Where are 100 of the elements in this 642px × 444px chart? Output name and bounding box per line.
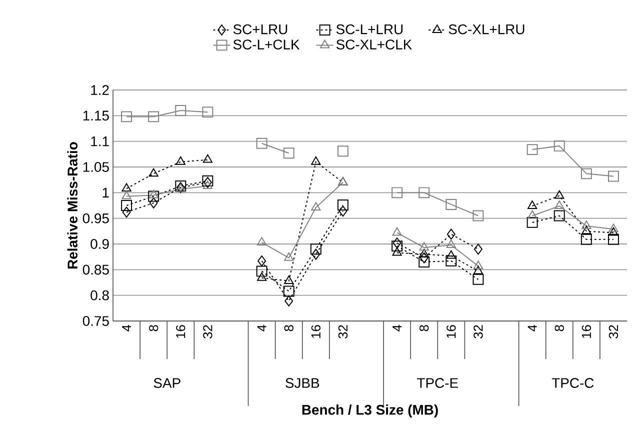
- point: [473, 266, 484, 274]
- point: [474, 244, 482, 255]
- point: [256, 138, 268, 149]
- x-tick-label: 16: [446, 325, 456, 338]
- point: [608, 170, 619, 182]
- point: [608, 224, 618, 232]
- point: [472, 274, 484, 285]
- point: [121, 111, 132, 122]
- x-tick-label: 8: [148, 325, 158, 332]
- point: [148, 111, 160, 122]
- point: [149, 197, 158, 208]
- x-tick-label: 4: [528, 324, 537, 332]
- point: [148, 190, 158, 198]
- y-tick-label: 1.2: [91, 85, 109, 95]
- x-tick-label: 4: [122, 324, 131, 332]
- x-axis-title: Bench / L3 Size (MB): [302, 404, 438, 418]
- legend-label: SC-L+CLK: [233, 40, 300, 50]
- point: [148, 168, 158, 177]
- point: [312, 248, 320, 260]
- y-tick-label: 1.15: [83, 110, 109, 121]
- point: [554, 200, 564, 210]
- point: [446, 255, 457, 266]
- point: [202, 154, 212, 163]
- text: TPC-E: [417, 378, 458, 388]
- point: [337, 200, 348, 210]
- point: [256, 236, 267, 246]
- point: [284, 252, 294, 261]
- y-tick-label: 1.05: [83, 162, 109, 172]
- legend-label: SC-XL+LRU: [448, 24, 524, 34]
- point: [256, 272, 267, 281]
- x-tick-label: 32: [474, 325, 483, 338]
- point: [392, 227, 402, 236]
- point: [554, 140, 565, 152]
- point: [528, 200, 538, 210]
- point: [528, 210, 538, 219]
- point: [446, 198, 457, 210]
- x-tick-label: 16: [311, 325, 320, 338]
- point: [175, 105, 186, 116]
- point: [446, 228, 456, 240]
- point: [420, 252, 428, 264]
- point: [284, 296, 294, 306]
- x-tick-label: 16: [176, 325, 186, 338]
- point: [148, 190, 160, 202]
- point: [258, 255, 266, 266]
- point: [473, 260, 484, 270]
- y-tick-label: 0.8: [90, 290, 109, 300]
- x-tick-label: 32: [338, 325, 348, 338]
- point: [392, 237, 402, 248]
- point: [122, 206, 131, 218]
- point: [392, 187, 403, 198]
- legend-label: SC-L+LRU: [336, 24, 403, 34]
- x-tick-label: 4: [257, 324, 266, 332]
- point: [580, 168, 592, 180]
- y-tick-label: 0.95: [82, 213, 109, 224]
- point: [176, 156, 186, 165]
- point: [122, 183, 132, 192]
- point: [446, 240, 456, 248]
- point: [419, 242, 429, 251]
- text: TPC-C: [552, 378, 594, 388]
- point: [418, 256, 430, 268]
- point: [446, 250, 456, 259]
- x-tick-label: 16: [582, 325, 592, 338]
- point: [582, 226, 592, 234]
- point: [337, 146, 348, 157]
- point: [419, 248, 429, 258]
- x-tick-label: 8: [420, 325, 429, 332]
- legend-label: SC-XL+CLK: [336, 40, 412, 50]
- x-tick-label: 4: [392, 324, 402, 332]
- point: [392, 240, 403, 252]
- point: [311, 202, 321, 211]
- point: [580, 234, 592, 245]
- point: [202, 106, 214, 118]
- point: [554, 210, 565, 222]
- point: [310, 244, 322, 255]
- point: [472, 210, 484, 222]
- y-tick-label: 1.1: [91, 136, 109, 146]
- point: [526, 144, 538, 156]
- point: [608, 234, 619, 245]
- point: [202, 180, 212, 189]
- y-tick-label: 0.75: [82, 316, 109, 326]
- x-tick-label: 32: [203, 325, 212, 338]
- point: [582, 220, 592, 230]
- point: [311, 156, 321, 165]
- point: [121, 200, 132, 211]
- y-tick-label: 0.85: [82, 264, 109, 275]
- text: SJBB: [286, 378, 320, 388]
- x-tick-label: 32: [608, 325, 618, 338]
- point: [526, 216, 538, 228]
- point: [122, 190, 132, 200]
- point: [283, 148, 294, 159]
- point: [418, 187, 430, 198]
- text: SAP: [154, 378, 180, 388]
- point: [554, 190, 564, 199]
- point: [392, 247, 402, 256]
- legend-label: SC+LRU: [233, 24, 288, 34]
- point: [338, 206, 348, 217]
- x-tick-label: 8: [554, 325, 564, 332]
- y-tick-label: 1: [102, 188, 109, 198]
- point: [284, 275, 294, 284]
- x-tick-label: 8: [284, 325, 294, 332]
